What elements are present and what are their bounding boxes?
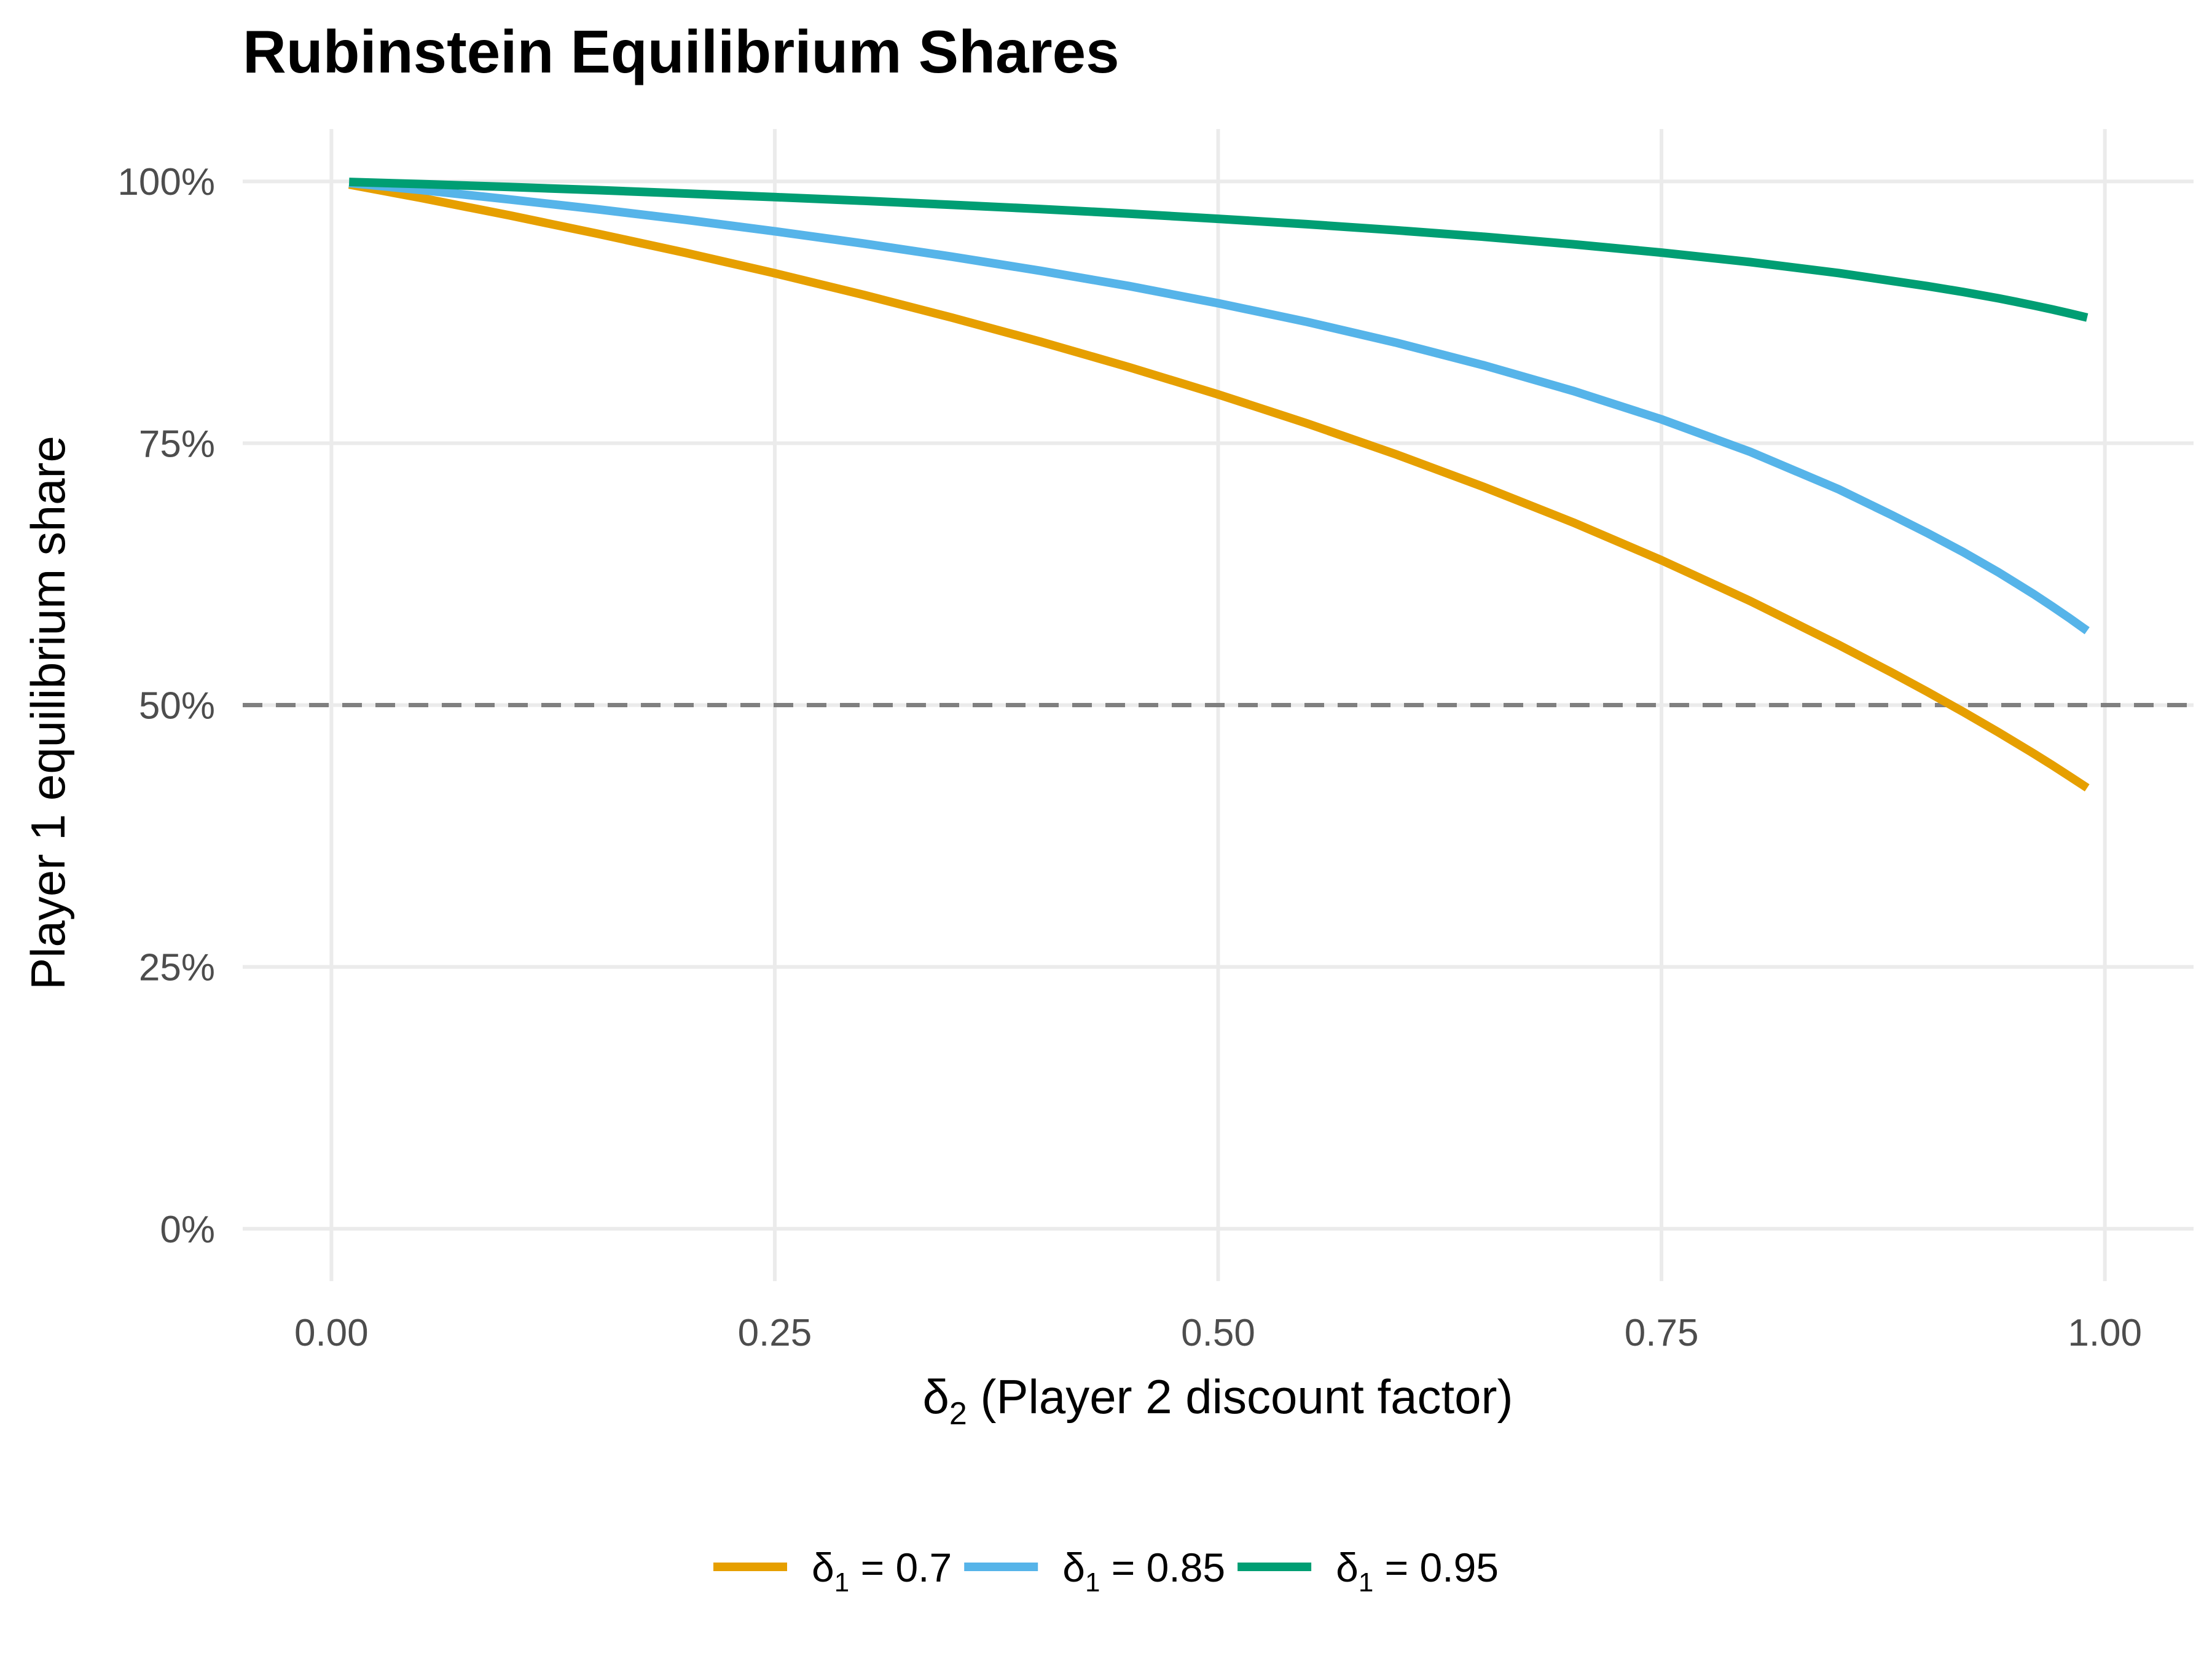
- y-tick-label-3: 75%: [139, 423, 215, 465]
- legend-subscript-0: 1: [834, 1567, 849, 1598]
- legend-label-2: δ1 = 0.95: [1336, 1545, 1499, 1598]
- y-tick-label-2: 50%: [139, 685, 215, 728]
- y-tick-label-1: 25%: [139, 947, 215, 989]
- x-tick-label-2: 0.50: [1181, 1312, 1255, 1354]
- x-axis-title-symbol: δ: [922, 1370, 949, 1424]
- chart-title: Rubinstein Equilibrium Shares: [243, 18, 1120, 85]
- x-axis-title: δ2 (Player 2 discount factor): [922, 1370, 1513, 1432]
- legend-value-0: = 0.7: [849, 1545, 952, 1590]
- legend: δ1 = 0.7 δ1 = 0.85 δ1 = 0.95: [713, 1545, 1499, 1598]
- x-axis-title-subscript: 2: [949, 1396, 967, 1432]
- series-line-0: [348, 180, 2090, 792]
- legend-item-1: δ1 = 0.85: [964, 1545, 1225, 1598]
- legend-value-1: = 0.85: [1100, 1545, 1225, 1590]
- series-line-2: [348, 178, 2088, 322]
- x-tick-label-4: 1.00: [2068, 1312, 2142, 1354]
- x-tick-labels: 0.00 0.25 0.50 0.75 1.00: [294, 1312, 2142, 1354]
- legend-item-0: δ1 = 0.7: [713, 1545, 952, 1598]
- x-tick-label-0: 0.00: [294, 1312, 369, 1354]
- y-tick-label-0: 0%: [160, 1209, 215, 1251]
- x-tick-label-1: 0.25: [738, 1312, 812, 1354]
- legend-subscript-2: 1: [1359, 1567, 1373, 1598]
- legend-label-1: δ1 = 0.85: [1062, 1545, 1225, 1598]
- series-line-1: [348, 178, 2090, 635]
- y-axis-title: Player 1 equilibrium share: [21, 436, 75, 990]
- legend-item-2: δ1 = 0.95: [1237, 1545, 1499, 1598]
- x-tick-label-3: 0.75: [1625, 1312, 1699, 1354]
- legend-label-0: δ1 = 0.7: [812, 1545, 952, 1598]
- legend-value-2: = 0.95: [1373, 1545, 1499, 1590]
- y-tick-labels: 0% 25% 50% 75% 100%: [117, 161, 215, 1251]
- x-axis-title-text: (Player 2 discount factor): [967, 1370, 1513, 1424]
- y-tick-label-4: 100%: [117, 161, 215, 203]
- legend-symbol-2: δ: [1336, 1545, 1359, 1590]
- legend-subscript-1: 1: [1085, 1567, 1100, 1598]
- legend-symbol-1: δ: [1062, 1545, 1085, 1590]
- series-group: [348, 178, 2090, 792]
- legend-symbol-0: δ: [812, 1545, 834, 1590]
